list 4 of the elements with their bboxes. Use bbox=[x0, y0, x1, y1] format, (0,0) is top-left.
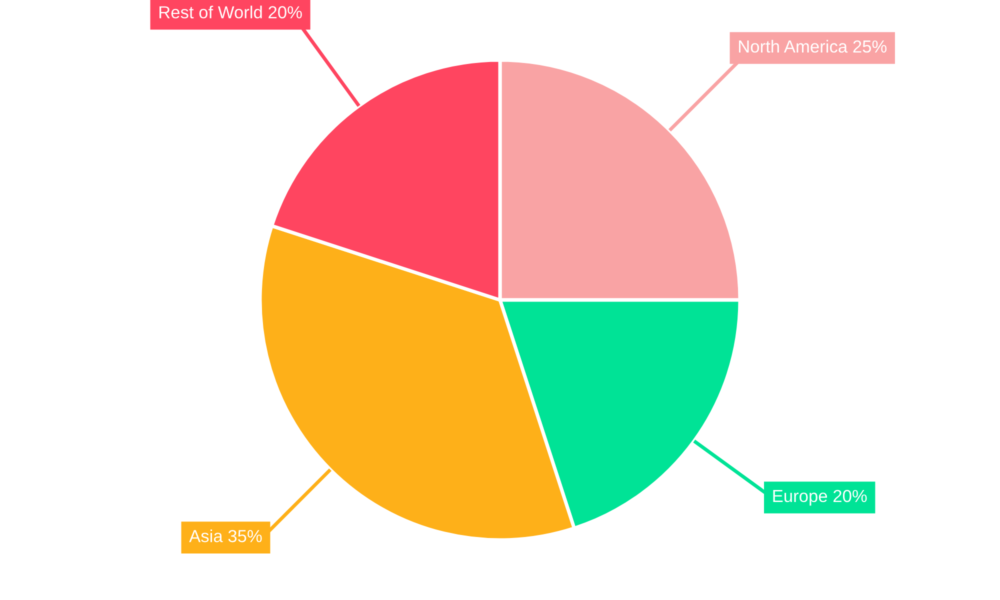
slice-label: Rest of World 20% bbox=[160, 6, 302, 18]
slice-label: Europe 20% bbox=[773, 490, 867, 506]
slice-label: North America 25% bbox=[739, 40, 887, 53]
slice-label: Asia 35% bbox=[189, 529, 262, 542]
